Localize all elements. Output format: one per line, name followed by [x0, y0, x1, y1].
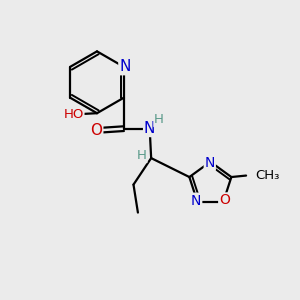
Text: N: N — [119, 59, 130, 74]
Text: N: N — [191, 194, 201, 208]
Text: HO: HO — [63, 108, 84, 121]
Text: N: N — [205, 156, 215, 170]
Text: O: O — [90, 123, 102, 138]
Text: CH₃: CH₃ — [255, 169, 279, 182]
Text: H: H — [137, 149, 147, 162]
Text: N: N — [144, 121, 155, 136]
Text: O: O — [219, 193, 230, 207]
Text: H: H — [154, 113, 164, 126]
